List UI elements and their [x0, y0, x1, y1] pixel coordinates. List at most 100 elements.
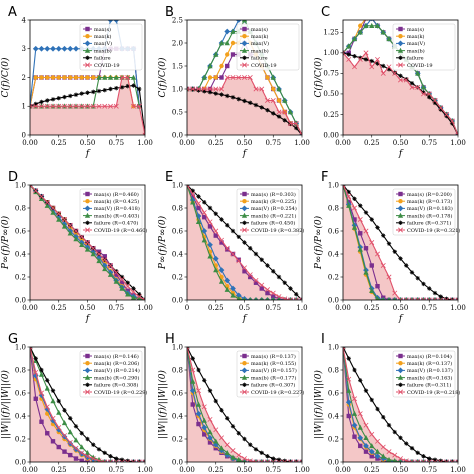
legend-label: max(V)	[251, 40, 269, 47]
data-point	[56, 103, 62, 109]
legend-marker	[397, 40, 404, 47]
data-point	[260, 297, 264, 300]
data-point	[136, 459, 142, 462]
data-point	[207, 63, 213, 69]
data-point	[114, 269, 119, 274]
data-point	[130, 294, 137, 300]
data-point	[207, 253, 213, 259]
data-point	[363, 246, 369, 251]
legend-marker	[398, 34, 403, 39]
y-tick-label: 0.4	[15, 412, 27, 420]
legend-marker	[398, 353, 403, 359]
data-point	[259, 257, 264, 262]
data-point	[119, 457, 125, 462]
data-point	[102, 254, 107, 259]
series-green	[187, 185, 302, 300]
y-tick-label: 0.2	[15, 273, 26, 281]
data-point	[352, 217, 357, 222]
x-tick-label: 0.50	[80, 139, 96, 147]
legend-label: max(V) (R=0.418)	[94, 205, 140, 212]
data-point	[248, 246, 253, 251]
data-point	[230, 454, 236, 460]
data-point	[90, 245, 96, 251]
series-line	[30, 347, 145, 462]
data-point	[33, 101, 38, 107]
y-tick-label: 1.0	[172, 85, 183, 93]
legend-marker	[84, 212, 91, 218]
data-point	[432, 459, 438, 462]
y-tick-label: 0.5	[172, 108, 183, 116]
x-tick-label: 0.00	[22, 466, 38, 474]
series-red	[343, 347, 458, 462]
data-point	[293, 121, 299, 126]
data-point	[44, 199, 50, 205]
y-tick-label: 1.5	[172, 62, 183, 70]
data-point	[369, 217, 374, 222]
data-point	[369, 397, 374, 403]
y-axis-label: C(f)/C(0)	[313, 57, 324, 97]
legend: max(s) (R=0.104)max(k) (R=0.137)max(V) (…	[392, 350, 460, 398]
y-tick-label: 1.0	[172, 181, 183, 189]
legend-marker	[242, 191, 247, 197]
data-point	[33, 396, 38, 401]
data-point	[343, 347, 346, 350]
data-point	[352, 196, 357, 201]
data-point	[196, 421, 201, 427]
data-point	[449, 459, 455, 462]
data-point	[85, 459, 90, 462]
legend-label: max(b) (R=0.221)	[251, 212, 296, 219]
data-point	[421, 90, 426, 95]
legend-label: max(k)	[407, 33, 425, 40]
data-point	[265, 263, 270, 268]
data-point	[404, 263, 409, 268]
data-point	[38, 371, 45, 377]
data-point	[213, 438, 219, 444]
data-point	[253, 459, 259, 462]
plot-area	[30, 20, 145, 135]
data-point	[259, 86, 265, 92]
data-point	[224, 40, 230, 46]
data-point	[85, 240, 90, 245]
legend-label: max(b) (R=0.178)	[407, 212, 452, 219]
data-point	[282, 109, 288, 115]
data-point	[207, 429, 213, 435]
data-point	[130, 74, 137, 80]
panel-letter: F	[321, 170, 328, 185]
data-point	[68, 75, 73, 80]
data-point	[50, 45, 56, 52]
legend-label: failure	[251, 56, 268, 62]
legend-marker	[85, 227, 90, 233]
y-tick-label: 0.0	[15, 458, 26, 466]
data-point	[380, 70, 386, 76]
data-point	[56, 96, 61, 101]
legend-label: max(s) (R=0.137)	[251, 353, 296, 360]
data-point	[403, 77, 409, 83]
data-point	[363, 22, 369, 28]
data-point	[125, 83, 130, 89]
data-point	[61, 420, 68, 426]
data-point	[114, 85, 119, 91]
data-point	[96, 258, 102, 264]
legend-label: max(k) (R=0.425)	[94, 198, 139, 205]
panel-letter: C	[321, 5, 330, 20]
plot-area	[30, 185, 145, 300]
data-point	[79, 444, 85, 450]
data-point	[363, 449, 369, 454]
data-point	[224, 449, 230, 455]
data-point	[113, 459, 119, 462]
data-point	[131, 289, 136, 295]
data-point	[224, 277, 231, 284]
data-point	[225, 247, 230, 252]
data-point	[343, 185, 346, 188]
legend-label: failure (R=0.450)	[251, 220, 295, 227]
legend-box	[79, 350, 143, 398]
series-red	[187, 185, 302, 300]
data-point	[253, 277, 259, 283]
data-point	[235, 292, 242, 299]
x-tick-label: 0.50	[393, 466, 409, 474]
data-point	[213, 427, 219, 433]
legend-marker	[397, 47, 404, 53]
legend-marker	[85, 55, 90, 60]
data-point	[426, 297, 432, 300]
data-point	[113, 269, 119, 275]
